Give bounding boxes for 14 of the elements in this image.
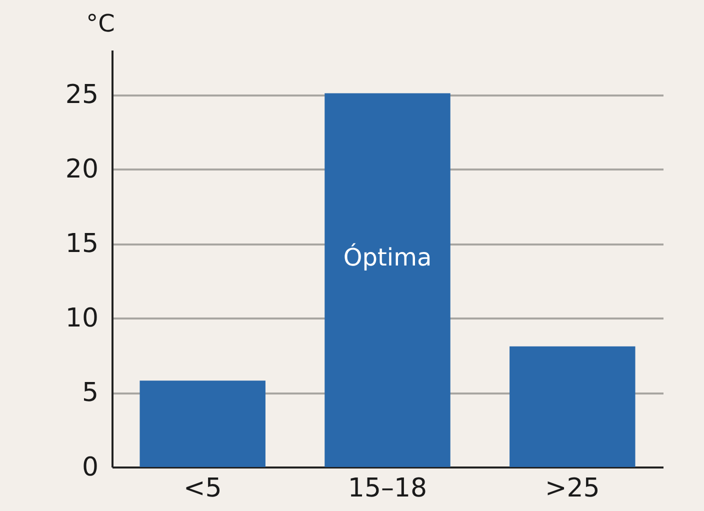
annotation: Óptima [343,242,432,272]
x-tick-label: 15–18 [348,474,428,504]
bar [510,346,636,467]
bar [324,93,450,467]
x-tick-label: >25 [544,474,600,504]
bar [140,380,266,467]
y-tick-label: 20 [65,154,98,185]
x-tick-label: <5 [183,474,222,504]
y-axis-title: °C [86,10,115,38]
y-tick-label: 25 [65,80,98,110]
y-tick-label: 15 [65,229,98,260]
y-tick-label: 5 [82,378,98,408]
y-tick-label: 0 [82,452,98,482]
y-tick-label: 10 [65,304,98,334]
